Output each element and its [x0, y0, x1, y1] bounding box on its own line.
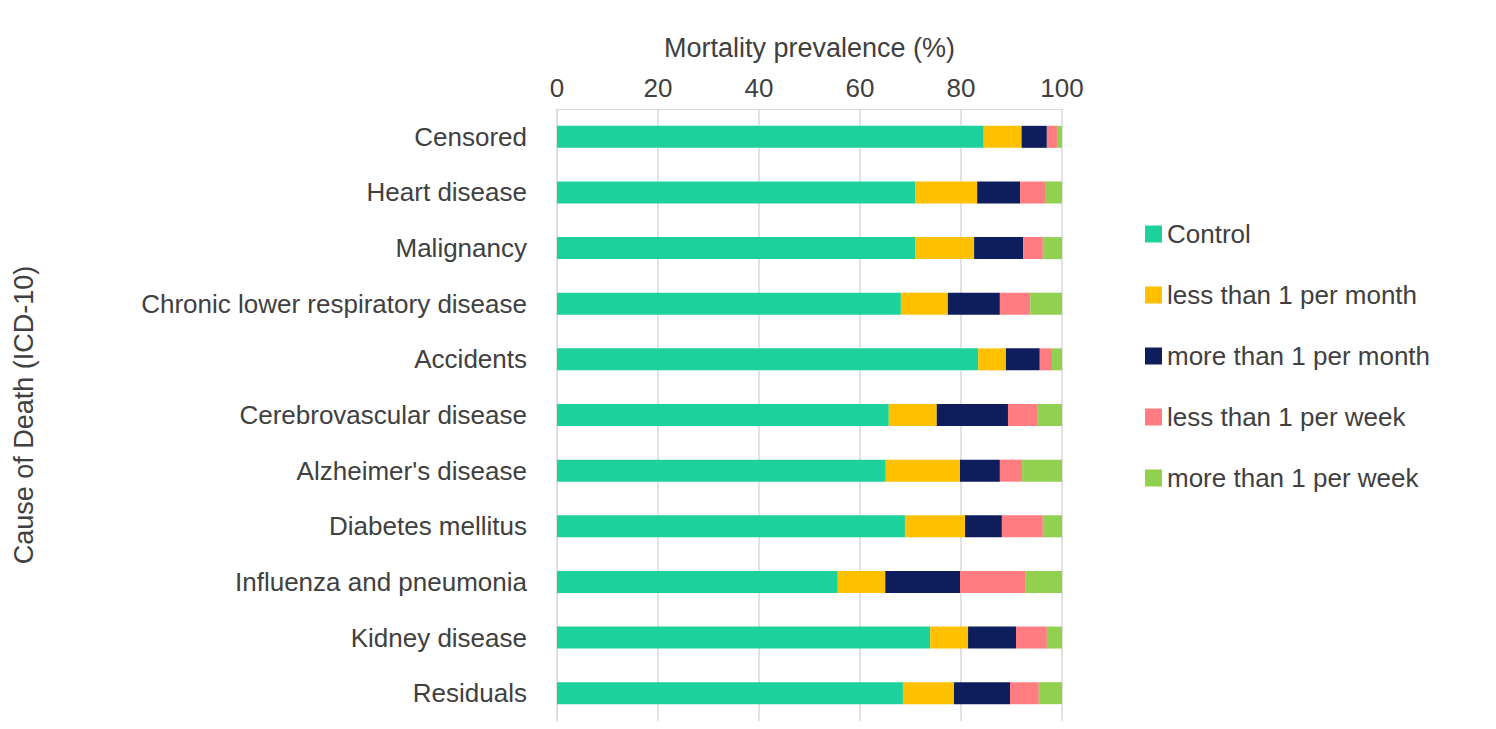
svg-text:0: 0	[550, 73, 564, 103]
svg-text:more than 1 per week: more than 1 per week	[1167, 463, 1419, 493]
svg-text:less than 1 per month: less than 1 per month	[1167, 280, 1417, 310]
svg-text:40: 40	[745, 73, 774, 103]
svg-text:80: 80	[947, 73, 976, 103]
svg-text:Residuals: Residuals	[413, 678, 527, 708]
svg-text:Cause of Death (ICD-10): Cause of Death (ICD-10)	[9, 266, 39, 565]
svg-text:Alzheimer's disease: Alzheimer's disease	[297, 456, 527, 486]
svg-text:Malignancy: Malignancy	[395, 233, 527, 263]
svg-text:60: 60	[846, 73, 875, 103]
svg-text:20: 20	[644, 73, 673, 103]
svg-text:100: 100	[1040, 73, 1083, 103]
svg-text:Heart disease: Heart disease	[367, 177, 527, 207]
svg-text:less than 1 per week: less than 1 per week	[1167, 402, 1406, 432]
svg-text:Diabetes mellitus: Diabetes mellitus	[329, 511, 527, 541]
svg-text:Cerebrovascular disease: Cerebrovascular disease	[239, 400, 527, 430]
svg-text:Kidney disease: Kidney disease	[351, 623, 527, 653]
svg-text:Control: Control	[1167, 219, 1251, 249]
svg-text:Chronic lower respiratory dise: Chronic lower respiratory disease	[141, 289, 527, 319]
svg-text:Influenza and pneumonia: Influenza and pneumonia	[235, 567, 528, 597]
svg-text:Censored: Censored	[414, 122, 527, 152]
svg-text:Accidents: Accidents	[414, 344, 527, 374]
svg-text:Mortality prevalence (%): Mortality prevalence (%)	[664, 33, 955, 63]
svg-text:more than 1 per month: more than 1 per month	[1167, 341, 1430, 371]
